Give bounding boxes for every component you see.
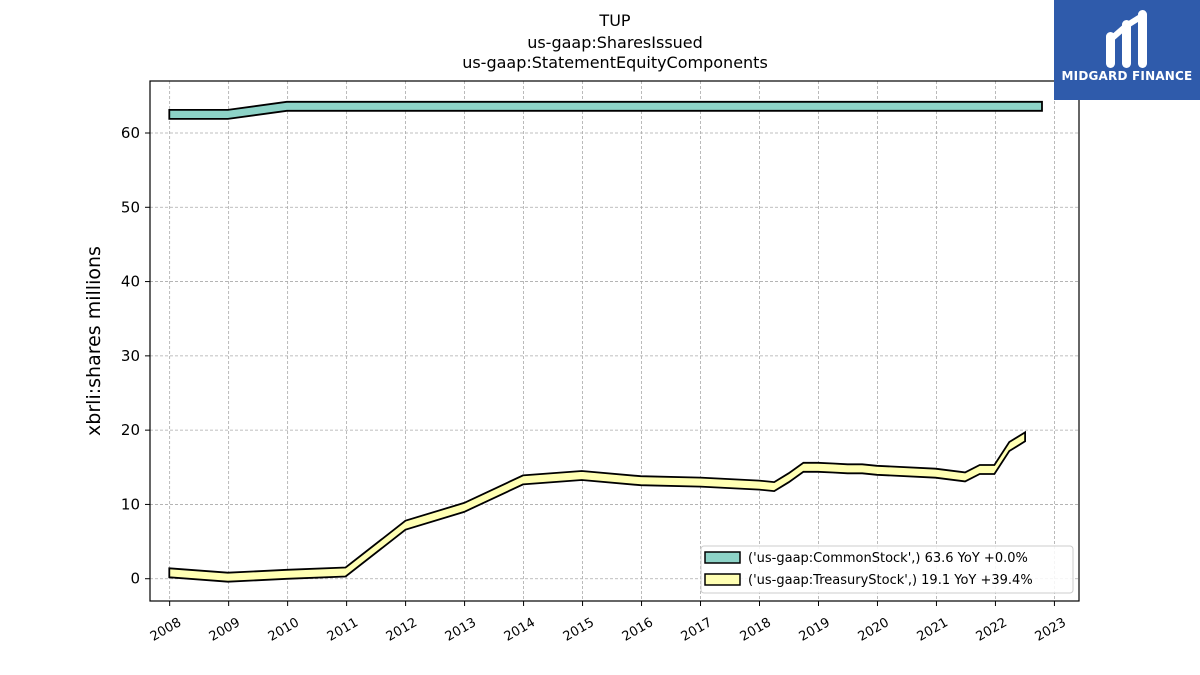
x-tick-label: 2010 [266, 615, 302, 645]
midgard-finance-logo: MIDGARD FINANCE [1054, 0, 1200, 100]
y-tick-label: 20 [121, 421, 140, 439]
y-tick-label: 0 [130, 570, 140, 588]
y-tick-label: 40 [121, 273, 140, 291]
series-area-0 [168, 100, 1043, 120]
legend-swatch-treasury-stock [704, 573, 741, 586]
chart-title: TUP us-gaap:SharesIssued us-gaap:Stateme… [462, 11, 768, 72]
x-tick-label: 2009 [207, 615, 243, 645]
x-tick-label: 2015 [561, 615, 597, 645]
x-tick-label: 2016 [620, 615, 656, 645]
x-tick-label: 2018 [738, 615, 774, 645]
legend-swatch-common-stock [704, 551, 741, 564]
x-tick-label: 2014 [502, 615, 538, 645]
y-axis-label: xbrli:shares millions [83, 246, 105, 436]
x-tick-label: 2022 [974, 615, 1010, 645]
x-axis: 2008 2009 2010 2011 2012 2013 2014 2015 2016 2017… [148, 601, 1069, 645]
x-tick-label: 2008 [148, 615, 184, 645]
legend-label-common-stock: ('us-gaap:CommonStock',) 63.6 YoY +0.0% [748, 551, 1028, 566]
x-tick-label: 2012 [384, 615, 420, 645]
legend: ('us-gaap:CommonStock',) 63.6 YoY +0.0% … [700, 545, 1074, 594]
x-tick-label: 2023 [1033, 615, 1069, 645]
chart-title-line-3: us-gaap:StatementEquityComponents [462, 53, 768, 72]
x-tick-label: 2019 [797, 615, 833, 645]
chart-title-line-2: us-gaap:SharesIssued [527, 33, 703, 52]
y-tick-label: 10 [121, 495, 140, 513]
x-tick-label: 2020 [856, 615, 892, 645]
y-tick-label: 60 [121, 124, 140, 142]
y-tick-label: 50 [121, 198, 140, 216]
x-tick-label: 2011 [325, 615, 361, 645]
logo-text: MIDGARD FINANCE [1061, 69, 1193, 83]
legend-label-treasury-stock: ('us-gaap:TreasuryStock',) 19.1 YoY +39.… [748, 573, 1033, 588]
y-tick-label: 30 [121, 347, 140, 365]
x-tick-label: 2021 [915, 615, 951, 645]
x-tick-label: 2013 [443, 615, 479, 645]
midgard-logo-icon [1106, 10, 1147, 68]
chart-title-line-1: TUP [598, 11, 630, 30]
plot-frame [149, 80, 1080, 602]
y-axis: 0 10 20 30 40 50 60 [121, 124, 150, 588]
series-layer [168, 100, 1043, 583]
series-area-1 [168, 430, 1026, 583]
grid [150, 81, 1079, 601]
legend-box [700, 545, 1074, 594]
x-tick-label: 2017 [679, 615, 715, 645]
